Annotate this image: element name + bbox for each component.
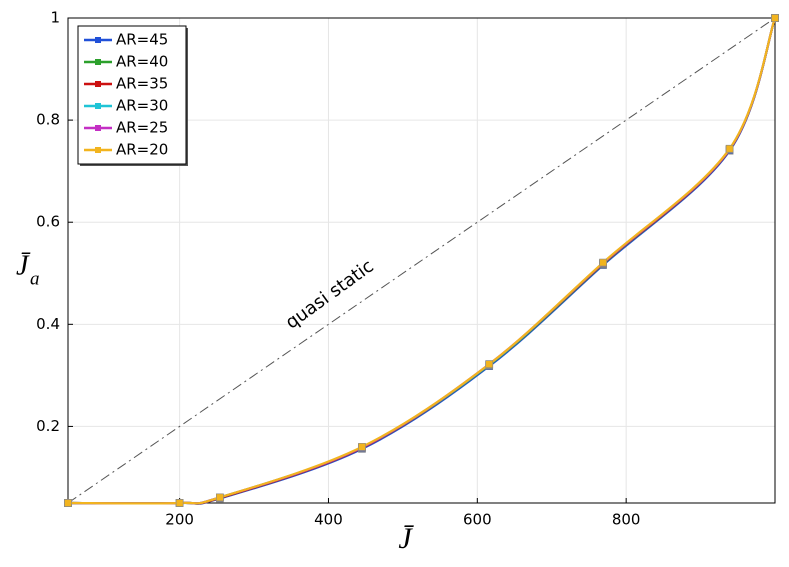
y-tick-label: 0.6 (36, 213, 60, 231)
legend-marker (95, 147, 101, 153)
y-tick-label: 0.2 (36, 417, 60, 435)
legend-marker (95, 125, 101, 131)
marker (599, 258, 607, 267)
legend-box (77, 25, 187, 165)
annotation: quasi static (282, 256, 378, 334)
legend-marker (95, 37, 101, 43)
x-tick-label: 400 (314, 511, 343, 529)
legend-label: AR=35 (116, 75, 168, 93)
series-line (67, 17, 777, 505)
marker (725, 144, 734, 153)
x-tick-label: 200 (165, 511, 194, 529)
marker (358, 443, 366, 451)
marker (175, 499, 184, 507)
legend-marker (95, 103, 101, 109)
legend-marker (95, 59, 101, 65)
legend-marker (95, 81, 101, 87)
x-axis-label: J̄ (398, 522, 414, 555)
legend-label: AR=40 (116, 53, 168, 71)
x-tick-label: 800 (612, 511, 641, 529)
y-tick-label: 1 (50, 9, 60, 27)
plot-frame (67, 17, 776, 504)
marker (216, 493, 224, 502)
legend-label: AR=20 (116, 141, 168, 159)
marker (64, 499, 72, 507)
x-tick-label: 600 (463, 511, 492, 529)
y-axis-label: J̄ (16, 250, 31, 281)
y-tick-label: 0.8 (36, 111, 60, 129)
marker (771, 14, 779, 22)
legend-label: AR=45 (116, 31, 168, 49)
legend-label: AR=30 (116, 97, 168, 115)
marker (485, 360, 494, 368)
y-axis-label-subscript: a (30, 268, 40, 289)
legend-label: AR=25 (116, 119, 168, 137)
y-tick-label: 0.4 (36, 315, 60, 333)
reference-line (67, 17, 776, 504)
